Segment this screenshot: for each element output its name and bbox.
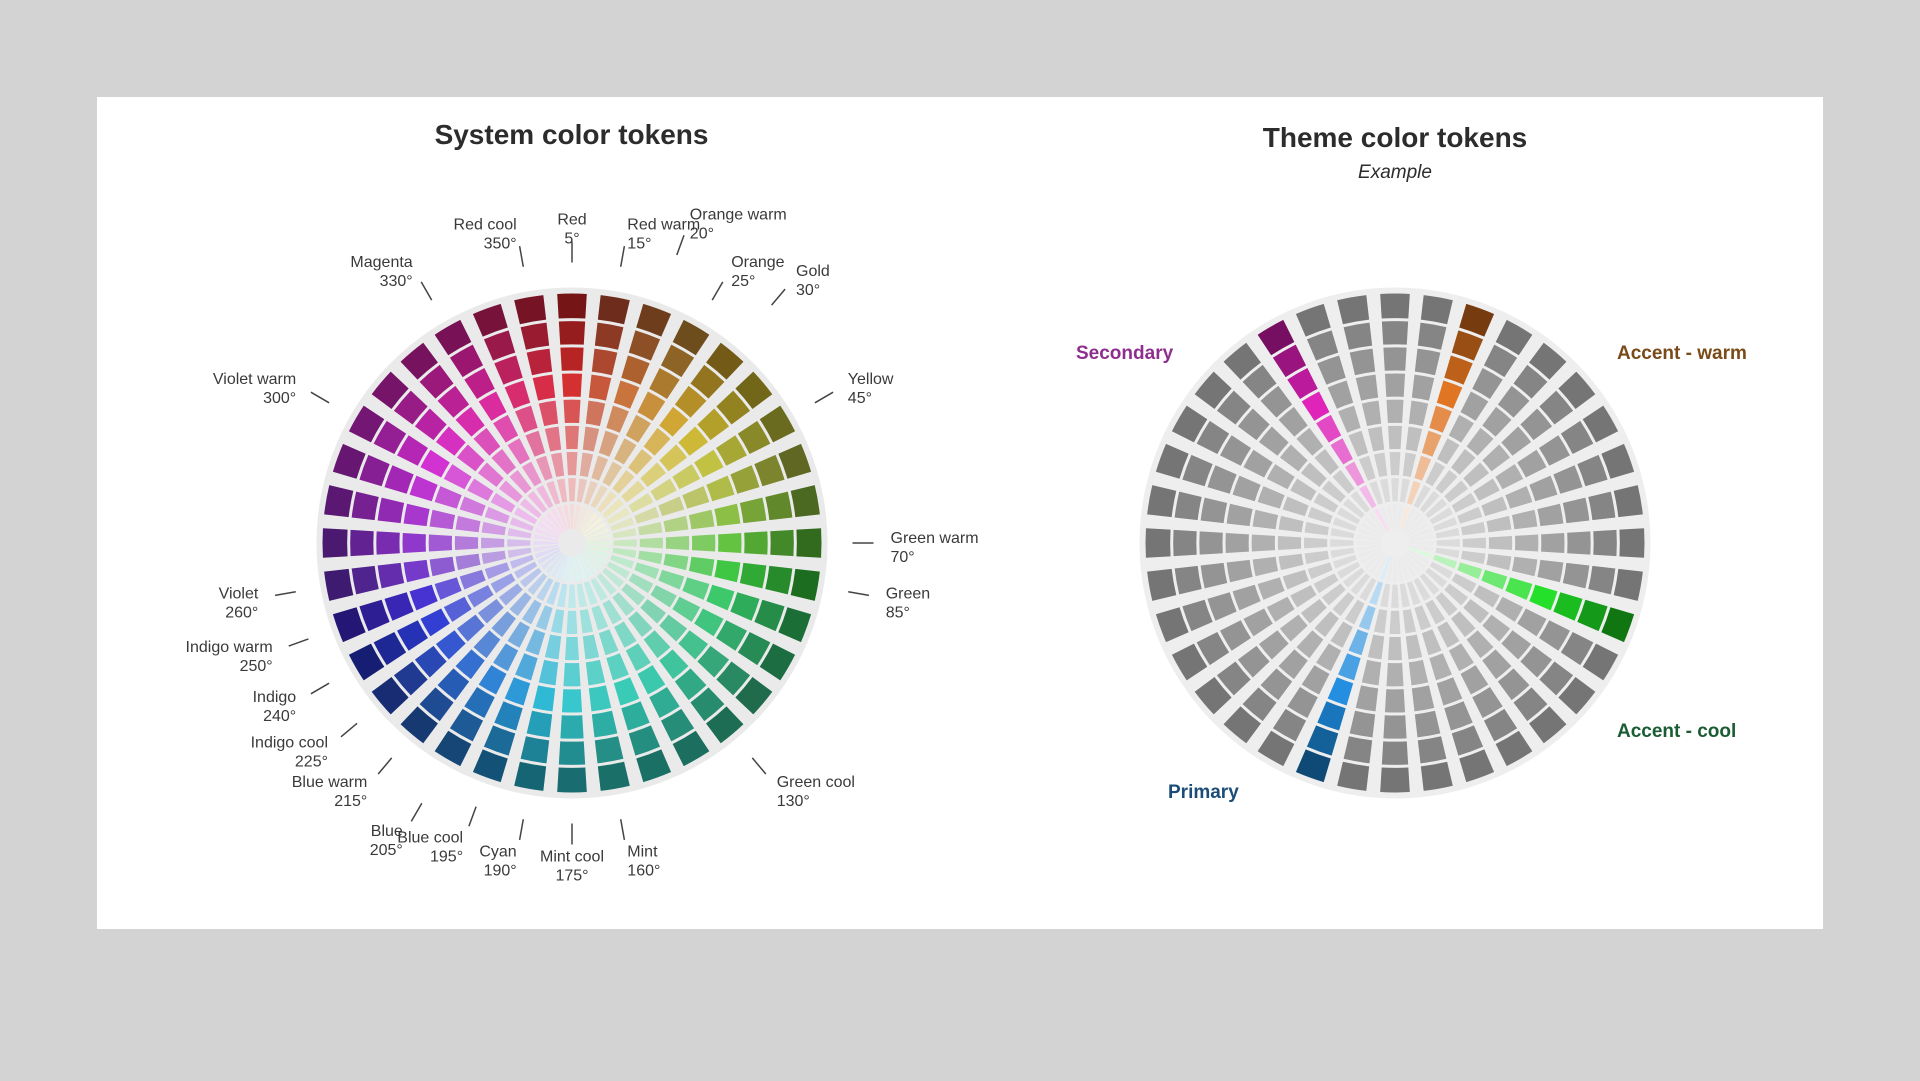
svg-text:Red cool: Red cool [453, 216, 516, 233]
svg-text:Green cool: Green cool [776, 774, 854, 791]
svg-text:25°: 25° [731, 273, 755, 290]
svg-text:45°: 45° [847, 390, 871, 407]
svg-text:85°: 85° [885, 604, 909, 621]
svg-text:15°: 15° [627, 235, 651, 252]
svg-text:20°: 20° [689, 225, 713, 242]
svg-text:330°: 330° [379, 273, 412, 290]
svg-text:160°: 160° [627, 863, 660, 880]
svg-text:300°: 300° [263, 390, 296, 407]
svg-text:30°: 30° [796, 282, 820, 299]
svg-text:205°: 205° [369, 842, 402, 859]
svg-text:130°: 130° [776, 793, 809, 810]
svg-text:70°: 70° [890, 549, 914, 566]
svg-text:260°: 260° [225, 604, 258, 621]
svg-text:215°: 215° [334, 793, 367, 810]
svg-text:225°: 225° [294, 754, 327, 771]
svg-text:Orange: Orange [731, 254, 784, 271]
svg-text:5°: 5° [564, 231, 579, 248]
svg-text:Red: Red [557, 212, 586, 229]
svg-text:Cyan: Cyan [479, 844, 516, 861]
svg-text:Orange warm: Orange warm [689, 206, 786, 223]
svg-text:175°: 175° [555, 868, 588, 885]
svg-text:Indigo warm: Indigo warm [185, 639, 272, 656]
svg-text:Magenta: Magenta [350, 254, 412, 271]
svg-text:190°: 190° [483, 863, 516, 880]
svg-text:Blue cool: Blue cool [397, 829, 463, 846]
svg-text:Indigo: Indigo [252, 689, 296, 706]
svg-text:Mint cool: Mint cool [539, 849, 603, 866]
svg-text:240°: 240° [263, 708, 296, 725]
svg-text:Blue: Blue [370, 823, 402, 840]
svg-text:Indigo cool: Indigo cool [250, 735, 327, 752]
svg-text:Violet: Violet [218, 585, 258, 602]
svg-text:Violet warm: Violet warm [212, 371, 295, 388]
svg-text:Mint: Mint [627, 844, 658, 861]
svg-text:Blue warm: Blue warm [291, 774, 367, 791]
svg-text:Gold: Gold [796, 263, 830, 280]
svg-text:Yellow: Yellow [847, 371, 893, 388]
svg-text:195°: 195° [430, 848, 463, 865]
svg-text:350°: 350° [483, 235, 516, 252]
svg-text:250°: 250° [239, 658, 272, 675]
